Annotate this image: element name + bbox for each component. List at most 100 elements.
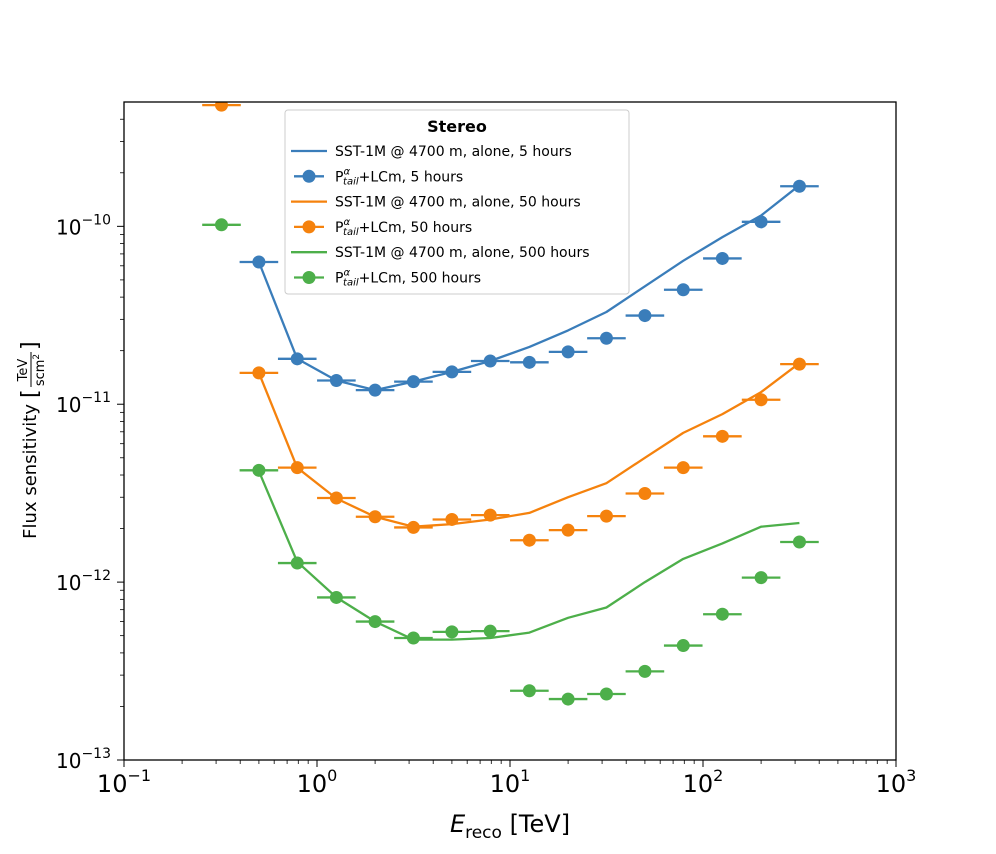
data-point: [252, 463, 266, 477]
data-point: [715, 607, 729, 621]
legend-entry: Pα tail+LCm, 500 hours: [294, 268, 481, 289]
x-tick-label-base: 10: [876, 770, 907, 798]
legend-label: SST-1M @ 4700 m, alone, 500 hours: [335, 245, 590, 261]
legend: Stereo SST-1M @ 4700 m, alone, 5 hours Pα…: [284, 109, 630, 295]
x-tick-label-base: 10: [297, 770, 328, 798]
y-tick-label-base: 10: [56, 749, 81, 773]
y-tick-label-base: 10: [56, 393, 81, 417]
data-point: [445, 365, 459, 379]
legend-entry: SST-1M @ 4700 m, alone, 50 hours: [291, 195, 581, 211]
y-axis-label-bracket-open: [: [18, 389, 43, 398]
data-point: [214, 102, 228, 112]
legend-label-base: P: [335, 220, 343, 236]
series-line: [257, 470, 800, 641]
x-tick-label-exp: 1: [520, 766, 530, 785]
legend-label-sup: α: [343, 166, 350, 177]
legend-marker-swatch: [302, 169, 316, 183]
legend-marker-swatch: [302, 220, 316, 234]
data-point: [561, 523, 575, 537]
legend-entry: SST-1M @ 4700 m, alone, 500 hours: [291, 245, 590, 261]
y-tick-label-base: 10: [56, 571, 81, 595]
data-point: [599, 509, 613, 523]
x-tick-label-base: 10: [97, 770, 128, 798]
series-layer: [202, 102, 819, 706]
data-point: [214, 218, 228, 232]
x-tick-label-exp: 0: [327, 766, 337, 785]
legend-label: SST-1M @ 4700 m, alone, 50 hours: [335, 195, 581, 211]
legend-title: Stereo: [427, 117, 487, 136]
x-tick-label: 10−1: [97, 766, 151, 798]
legend-entry: SST-1M @ 4700 m, alone, 5 hours: [291, 144, 572, 160]
y-tick-label-base: 10: [56, 215, 81, 239]
legend-box: [284, 109, 630, 295]
x-axis-label-subscript: reco: [465, 823, 502, 843]
x-axis-label: Ereco [TeV]: [450, 810, 570, 843]
legend-marker-swatch: [302, 271, 316, 284]
data-point: [638, 309, 652, 323]
data-point: [792, 357, 806, 371]
data-point: [754, 393, 768, 407]
x-tick-label-exp: −1: [127, 766, 151, 785]
legend-label-sub: tail: [343, 176, 359, 187]
x-axis-label-symbol: E: [450, 810, 466, 838]
data-point: [676, 461, 690, 475]
legend-label: Pα tail+LCm, 50 hours: [335, 217, 472, 238]
series-500-hours: [202, 218, 819, 706]
series-line: [257, 362, 801, 528]
data-point: [329, 590, 343, 604]
data-point: [715, 429, 729, 443]
x-axis-label-unit: [TeV]: [502, 810, 570, 838]
y-tick-label: 10−11: [56, 390, 111, 417]
y-axis-label-denominator-text: scm: [33, 360, 48, 387]
data-point: [792, 535, 806, 549]
legend-label-base: P: [335, 271, 343, 287]
data-point: [252, 255, 266, 269]
data-point: [561, 692, 575, 706]
x-tick-label: 102: [683, 766, 724, 798]
data-point: [406, 520, 420, 534]
legend-label-sub: tail: [343, 278, 359, 289]
data-point: [406, 375, 420, 389]
legend-label-rest: +LCm, 500 hours: [359, 271, 481, 287]
y-axis-label-denominator-sup: 2: [32, 354, 42, 360]
y-tick-label-exp: −12: [81, 568, 111, 584]
x-tick-label: 101: [490, 766, 531, 798]
x-tick-label-exp: 3: [906, 766, 916, 785]
data-point: [638, 486, 652, 500]
y-tick-label-exp: −11: [81, 390, 111, 406]
data-point: [329, 491, 343, 505]
data-point: [368, 510, 382, 524]
x-tick-label-base: 10: [490, 770, 521, 798]
y-tick-label-exp: −10: [81, 212, 111, 228]
legend-entry: Pα tail+LCm, 5 hours: [294, 166, 463, 187]
legend-label-sup: α: [343, 217, 350, 228]
data-point: [754, 215, 768, 229]
series-line: [257, 184, 801, 392]
series-50-hours: [202, 102, 819, 547]
y-axis-label-denominator: scm2: [32, 354, 48, 386]
legend-label: Pα tail+LCm, 5 hours: [335, 166, 463, 187]
y-axis-label-text: Flux sensitivity: [20, 404, 41, 539]
data-point: [754, 571, 768, 585]
data-point: [599, 331, 613, 345]
data-point: [445, 512, 459, 526]
data-point: [599, 687, 613, 701]
legend-label-base: P: [335, 169, 343, 185]
data-point: [638, 664, 652, 678]
legend-label-sup: α: [343, 268, 350, 279]
legend-label: Pα tail+LCm, 500 hours: [335, 268, 481, 289]
data-point: [676, 639, 690, 653]
legend-label-rest: +LCm, 5 hours: [359, 169, 464, 185]
x-tick-label: 100: [297, 766, 338, 798]
x-tick-label-base: 10: [683, 770, 714, 798]
data-point: [483, 624, 497, 638]
legend-entry: Pα tail+LCm, 50 hours: [294, 217, 472, 238]
data-point: [676, 283, 690, 297]
data-point: [368, 615, 382, 629]
y-tick-label: 10−10: [56, 212, 111, 239]
x-tick-label: 103: [876, 766, 917, 798]
x-tick-label-exp: 2: [713, 766, 723, 785]
data-point: [483, 508, 497, 522]
y-tick-label-exp: −13: [81, 746, 111, 762]
